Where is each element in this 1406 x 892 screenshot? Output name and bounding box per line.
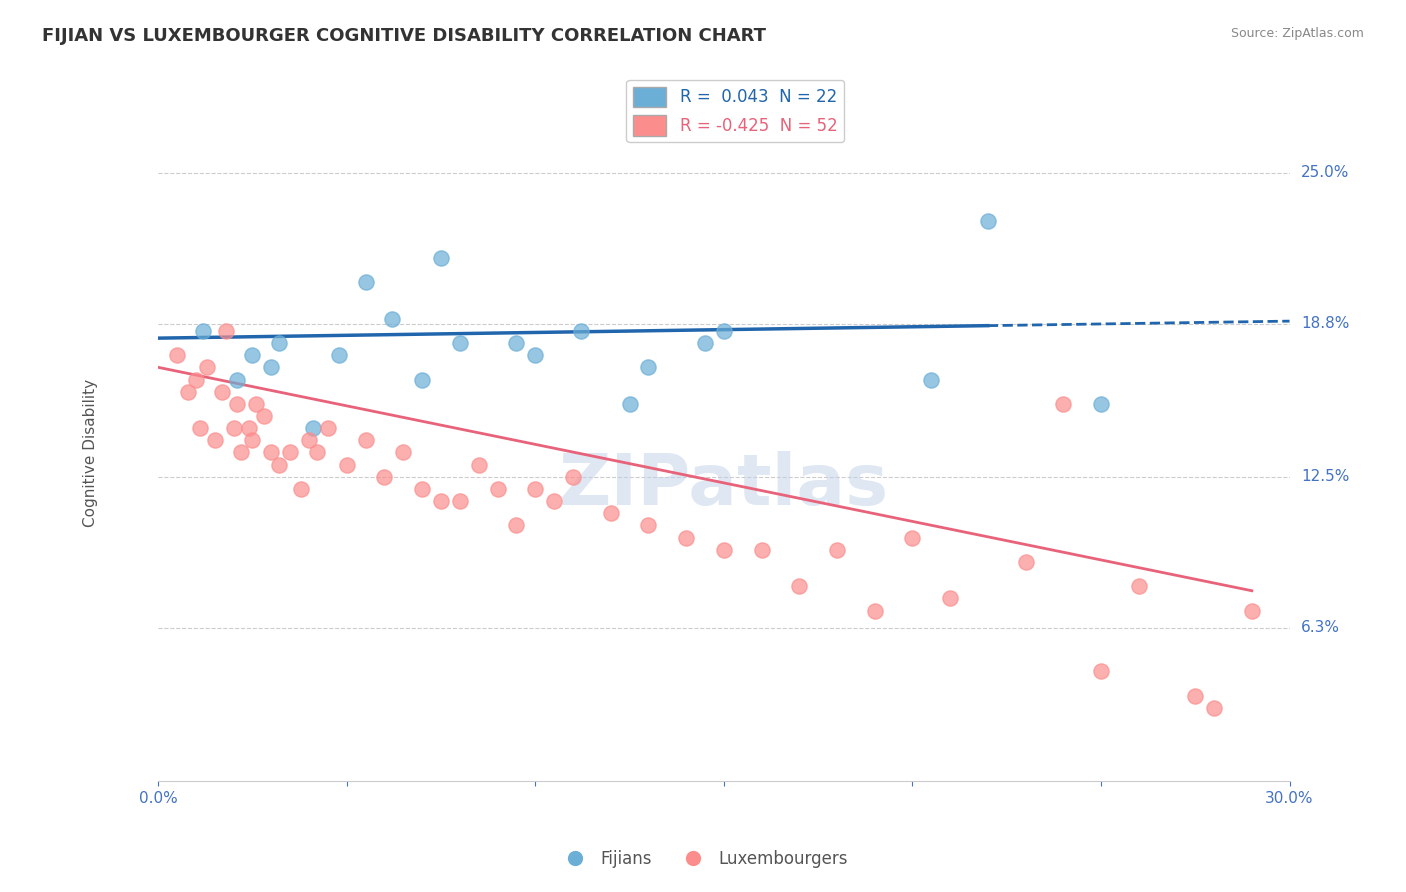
Point [226, 397, 249, 411]
Legend: R =  0.043  N = 22, R = -0.425  N = 52: R = 0.043 N = 22, R = -0.425 N = 52 [626, 80, 844, 142]
Point [713, 542, 735, 557]
Point [193, 324, 215, 338]
Point [1014, 555, 1036, 569]
Point [675, 531, 697, 545]
Text: 25.0%: 25.0% [1301, 165, 1350, 180]
Text: 12.5%: 12.5% [1301, 469, 1350, 484]
Point [467, 458, 489, 472]
Point [316, 421, 339, 435]
Point [1204, 701, 1226, 715]
Point [301, 421, 323, 435]
Point [298, 434, 321, 448]
Point [354, 275, 377, 289]
Point [1128, 579, 1150, 593]
Point [381, 311, 404, 326]
Point [1240, 604, 1263, 618]
Point [215, 324, 238, 338]
Point [449, 336, 471, 351]
Point [290, 482, 312, 496]
Point [166, 348, 188, 362]
Point [177, 384, 200, 399]
Point [713, 324, 735, 338]
Point [1090, 397, 1112, 411]
Point [242, 434, 264, 448]
Point [693, 336, 716, 351]
Point [411, 482, 433, 496]
Point [226, 372, 249, 386]
Point [267, 458, 290, 472]
Point [231, 445, 253, 459]
Point [562, 470, 585, 484]
Point [543, 494, 565, 508]
Point [392, 445, 415, 459]
Point [278, 445, 301, 459]
Text: Cognitive Disability: Cognitive Disability [83, 378, 98, 526]
Point [599, 506, 621, 520]
Point [260, 445, 283, 459]
Point [328, 348, 350, 362]
Point [863, 604, 886, 618]
Point [619, 397, 641, 411]
Point [305, 445, 328, 459]
Point [901, 531, 924, 545]
Point [825, 542, 848, 557]
Text: FIJIAN VS LUXEMBOURGER COGNITIVE DISABILITY CORRELATION CHART: FIJIAN VS LUXEMBOURGER COGNITIVE DISABIL… [42, 27, 766, 45]
Point [211, 384, 233, 399]
Text: 18.8%: 18.8% [1301, 316, 1350, 331]
Point [637, 518, 659, 533]
Point [195, 360, 218, 375]
Point [354, 434, 377, 448]
Point [637, 360, 659, 375]
Text: ZIPatlas: ZIPatlas [558, 450, 889, 520]
Point [373, 470, 395, 484]
Point [524, 482, 547, 496]
Point [222, 421, 245, 435]
Point [505, 336, 527, 351]
Point [430, 494, 453, 508]
Point [1090, 665, 1112, 679]
Point [787, 579, 810, 593]
Point [524, 348, 547, 362]
Point [505, 518, 527, 533]
Point [253, 409, 276, 423]
Text: 6.3%: 6.3% [1301, 620, 1340, 635]
Point [977, 214, 1000, 228]
Point [260, 360, 283, 375]
Point [751, 542, 773, 557]
Point [1184, 689, 1206, 703]
Point [486, 482, 509, 496]
Text: Source: ZipAtlas.com: Source: ZipAtlas.com [1230, 27, 1364, 40]
Point [920, 372, 942, 386]
Point [449, 494, 471, 508]
Point [1052, 397, 1074, 411]
Point [267, 336, 290, 351]
Legend: Fijians, Luxembourgers: Fijians, Luxembourgers [551, 844, 855, 875]
Point [939, 591, 962, 606]
Point [184, 372, 207, 386]
Point [188, 421, 211, 435]
Point [430, 251, 453, 265]
Point [238, 421, 260, 435]
Point [204, 434, 226, 448]
Point [336, 458, 359, 472]
Point [242, 348, 264, 362]
Point [411, 372, 433, 386]
Point [569, 324, 592, 338]
Point [245, 397, 267, 411]
